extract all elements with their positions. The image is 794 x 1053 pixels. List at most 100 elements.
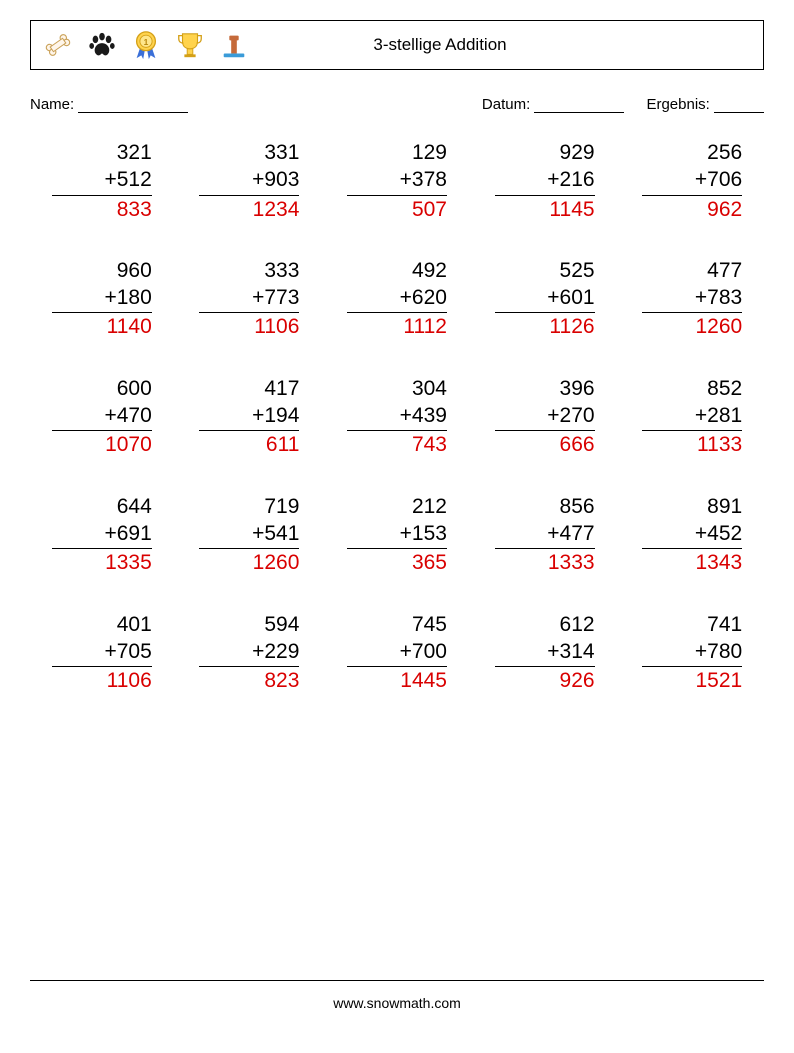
addend-top: 477	[642, 257, 742, 284]
addend-top: 396	[495, 375, 595, 402]
problem: 525+6011126	[495, 257, 595, 341]
problem: 600+4701070	[52, 375, 152, 459]
answer: 1445	[347, 667, 447, 694]
addend-top: 401	[52, 611, 152, 638]
answer: 1106	[199, 313, 299, 340]
footer: www.snowmath.com	[0, 980, 794, 1011]
addend-top: 745	[347, 611, 447, 638]
addend-top: 333	[199, 257, 299, 284]
addend-bottom: +691	[52, 520, 152, 549]
addend-bottom: +470	[52, 402, 152, 431]
addend-bottom: +903	[199, 166, 299, 195]
addend-top: 256	[642, 139, 742, 166]
answer: 365	[347, 549, 447, 576]
answer: 1333	[495, 549, 595, 576]
addend-bottom: +281	[642, 402, 742, 431]
addend-bottom: +180	[52, 284, 152, 313]
addend-bottom: +439	[347, 402, 447, 431]
answer: 1145	[495, 196, 595, 223]
addend-bottom: +601	[495, 284, 595, 313]
problem: 212+153365	[347, 493, 447, 577]
problem: 719+5411260	[199, 493, 299, 577]
problem: 612+314926	[495, 611, 595, 695]
addend-bottom: +783	[642, 284, 742, 313]
answer: 1335	[52, 549, 152, 576]
answer: 611	[199, 431, 299, 458]
addend-top: 719	[199, 493, 299, 520]
problem: 477+7831260	[642, 257, 742, 341]
answer: 926	[495, 667, 595, 694]
addend-bottom: +780	[642, 638, 742, 667]
answer: 743	[347, 431, 447, 458]
addend-bottom: +194	[199, 402, 299, 431]
problems-grid: 321+512833331+9031234129+378507929+21611…	[30, 139, 764, 694]
addend-bottom: +477	[495, 520, 595, 549]
problem: 256+706962	[642, 139, 742, 223]
bone-icon	[43, 30, 73, 60]
name-blank	[78, 97, 188, 113]
answer: 1343	[642, 549, 742, 576]
problem: 417+194611	[199, 375, 299, 459]
addend-bottom: +216	[495, 166, 595, 195]
answer: 507	[347, 196, 447, 223]
problem: 745+7001445	[347, 611, 447, 695]
medal-icon: 1	[131, 30, 161, 60]
addend-top: 741	[642, 611, 742, 638]
answer: 1260	[642, 313, 742, 340]
answer: 823	[199, 667, 299, 694]
addend-bottom: +541	[199, 520, 299, 549]
header-box: 1 3-stell	[30, 20, 764, 70]
problem: 929+2161145	[495, 139, 595, 223]
addend-bottom: +706	[642, 166, 742, 195]
addend-top: 304	[347, 375, 447, 402]
addend-top: 321	[52, 139, 152, 166]
answer: 833	[52, 196, 152, 223]
date-field: Datum:	[482, 96, 625, 113]
answer: 1140	[52, 313, 152, 340]
answer: 1070	[52, 431, 152, 458]
problem: 960+1801140	[52, 257, 152, 341]
addend-bottom: +378	[347, 166, 447, 195]
addend-bottom: +512	[52, 166, 152, 195]
problem: 331+9031234	[199, 139, 299, 223]
problem: 594+229823	[199, 611, 299, 695]
answer: 1260	[199, 549, 299, 576]
addend-top: 129	[347, 139, 447, 166]
result-blank	[714, 97, 764, 113]
addend-top: 417	[199, 375, 299, 402]
addend-bottom: +270	[495, 402, 595, 431]
answer: 1234	[199, 196, 299, 223]
addend-top: 960	[52, 257, 152, 284]
addend-bottom: +705	[52, 638, 152, 667]
addend-top: 331	[199, 139, 299, 166]
addend-bottom: +620	[347, 284, 447, 313]
worksheet-page: 1 3-stell	[0, 0, 794, 1053]
name-label: Name:	[30, 96, 74, 113]
name-field: Name:	[30, 96, 482, 113]
answer: 1133	[642, 431, 742, 458]
addend-top: 644	[52, 493, 152, 520]
problem: 129+378507	[347, 139, 447, 223]
answer: 1106	[52, 667, 152, 694]
addend-bottom: +773	[199, 284, 299, 313]
answer: 1112	[347, 313, 447, 340]
addend-top: 212	[347, 493, 447, 520]
footer-rule	[30, 980, 764, 981]
addend-bottom: +700	[347, 638, 447, 667]
addend-top: 856	[495, 493, 595, 520]
addend-bottom: +314	[495, 638, 595, 667]
addend-top: 852	[642, 375, 742, 402]
date-label: Datum:	[482, 96, 530, 113]
addend-bottom: +153	[347, 520, 447, 549]
addend-top: 492	[347, 257, 447, 284]
paw-icon	[87, 30, 117, 60]
footer-url: www.snowmath.com	[333, 995, 461, 1011]
problem: 492+6201112	[347, 257, 447, 341]
problem: 401+7051106	[52, 611, 152, 695]
answer: 1126	[495, 313, 595, 340]
addend-top: 525	[495, 257, 595, 284]
addend-top: 612	[495, 611, 595, 638]
problem: 304+439743	[347, 375, 447, 459]
addend-top: 929	[495, 139, 595, 166]
problem: 644+6911335	[52, 493, 152, 577]
